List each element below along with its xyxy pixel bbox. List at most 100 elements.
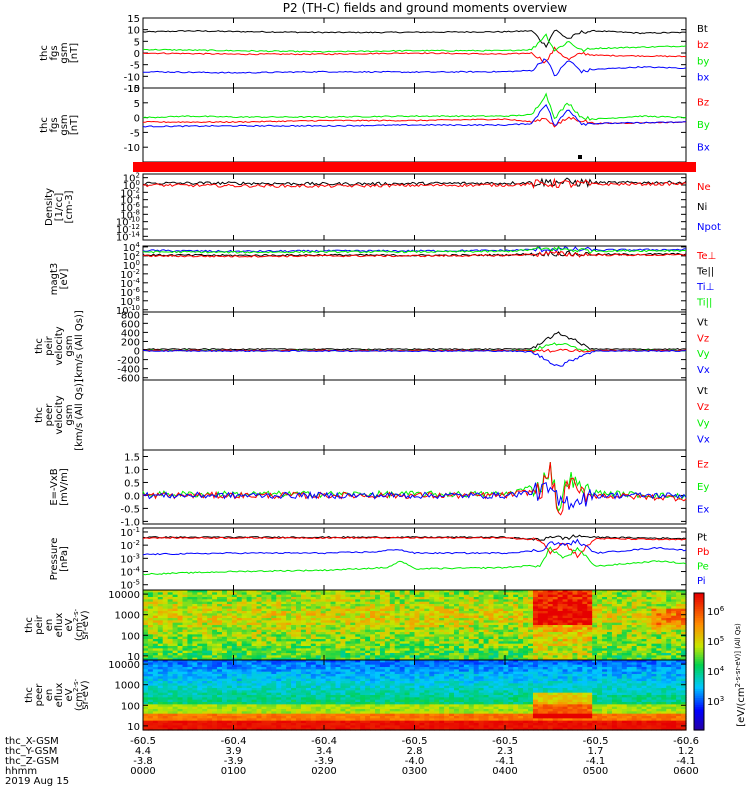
spectrogram-cell	[226, 718, 233, 722]
spectrogram-cell	[493, 643, 500, 647]
spectrogram-cell	[167, 664, 174, 668]
spectrogram-cell	[256, 688, 263, 691]
spectrogram-cell	[661, 641, 667, 645]
spectrogram-cell	[305, 646, 312, 649]
spectrogram-cell	[483, 646, 490, 649]
spectrogram-cell	[463, 657, 470, 661]
spectrogram-cell	[167, 618, 174, 621]
spectrogram-cell	[355, 697, 361, 701]
spectrogram-cell	[246, 662, 253, 666]
spectrogram-cell	[582, 622, 588, 626]
spectrogram-cell	[310, 688, 317, 691]
spectrogram-cell	[305, 727, 312, 731]
spectrogram-cell	[325, 613, 332, 617]
spectrogram-cell	[414, 641, 421, 645]
spectrogram-cell	[202, 706, 208, 710]
spectrogram-cell	[271, 590, 277, 593]
spectrogram-cell	[577, 608, 583, 612]
spectrogram-cell	[305, 713, 312, 717]
spectrogram-cell	[409, 646, 416, 649]
spectrogram-cell	[143, 674, 149, 677]
spectrogram-cell	[399, 648, 406, 652]
spectrogram-cell	[266, 706, 272, 710]
spectrogram-cell	[661, 655, 667, 659]
spectrogram-cell	[355, 688, 361, 691]
spectrogram-cell	[286, 671, 292, 675]
spectrogram-cell	[256, 653, 263, 656]
spectrogram-cell	[226, 613, 233, 617]
spectrogram-cell	[587, 639, 593, 642]
spectrogram-cell	[143, 641, 149, 645]
spectrogram-cell	[256, 618, 263, 621]
spectrogram-cell	[330, 669, 337, 673]
spectrogram-cell	[616, 601, 623, 605]
spectrogram-cell	[246, 676, 253, 680]
spectrogram-cell	[217, 592, 223, 596]
spectrogram-cell	[192, 699, 198, 703]
spectrogram-cell	[592, 634, 598, 638]
spectrogram-cell	[483, 650, 490, 654]
spectrogram-cell	[217, 613, 223, 617]
spectrogram-cell	[547, 601, 554, 605]
y-axis-label: E=-VxB[mV/m]	[49, 468, 70, 506]
spectrogram-cell	[542, 650, 549, 654]
spectrogram-cell	[152, 725, 159, 729]
spectrogram-cell	[320, 636, 327, 640]
spectrogram-cell	[266, 636, 272, 640]
spectrogram-cell	[147, 671, 154, 675]
spectrogram-cell	[197, 594, 203, 598]
spectrogram-cell	[444, 657, 450, 661]
spectrogram-cell	[355, 685, 361, 689]
spectrogram-cell	[350, 643, 356, 647]
spectrogram-cell	[444, 627, 450, 631]
spectrogram-cell	[207, 618, 213, 621]
spectrogram-cell	[202, 653, 208, 656]
spectrogram-cell	[202, 604, 208, 607]
spectrogram-cell	[360, 634, 366, 638]
spectrogram-cell	[271, 660, 277, 663]
spectrogram-cell	[345, 657, 351, 661]
spectrogram-cell	[276, 692, 282, 696]
spectrogram-cell	[276, 664, 282, 668]
spectrogram-cell	[434, 636, 440, 640]
spectrogram-cell	[147, 681, 154, 684]
spectrogram-cell	[389, 643, 396, 647]
spectrogram-cell	[666, 594, 672, 598]
spectrogram-cell	[355, 681, 361, 684]
spectrogram-cell	[621, 594, 628, 598]
spectrogram-cell	[463, 634, 470, 638]
spectrogram-cell	[182, 597, 189, 600]
spectrogram-cell	[621, 625, 628, 628]
spectrogram-cell	[182, 664, 189, 668]
spectrogram-cell	[167, 604, 174, 607]
spectrogram-cell	[513, 648, 519, 652]
spectrogram-cell	[676, 643, 682, 647]
spectrogram-cell	[143, 611, 149, 614]
spectrogram-cell	[231, 639, 238, 642]
spectrogram-cell	[207, 615, 213, 619]
spectrogram-cell	[256, 725, 263, 729]
spectrogram-cell	[246, 590, 253, 593]
spectrogram-cell	[616, 622, 623, 626]
spectrogram-cell	[236, 599, 243, 603]
spectrogram-cell	[666, 608, 672, 612]
spectrogram-cell	[587, 657, 593, 661]
spectrogram-cell	[389, 639, 396, 642]
spectrogram-cell	[197, 650, 203, 654]
spectrogram-cell	[197, 632, 203, 635]
spectrogram-cell	[192, 632, 198, 635]
spectrogram-cell	[567, 604, 574, 607]
spectrogram-cell	[246, 683, 253, 687]
spectrogram-cell	[310, 650, 317, 654]
spectrogram-cell	[646, 618, 653, 621]
spectrogram-cell	[182, 660, 189, 663]
spectrogram-cell	[241, 716, 248, 719]
spectrogram-cell	[182, 727, 189, 731]
spectrogram-cell	[483, 655, 490, 659]
spectrogram-cell	[315, 683, 322, 687]
spectrogram-cell	[429, 646, 435, 649]
spectrogram-cell	[434, 629, 440, 633]
spectrogram-cell	[587, 655, 593, 659]
spectrogram-cell	[572, 606, 578, 610]
spectrogram-cell	[656, 646, 662, 649]
